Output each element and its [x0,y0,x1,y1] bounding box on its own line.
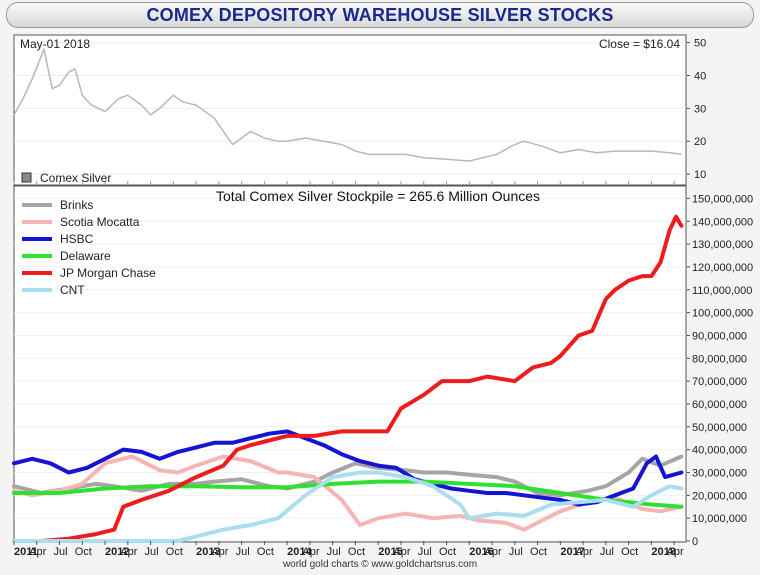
x-tick-label: 2015 [378,546,402,558]
x-tick-label: Jul [145,546,159,558]
stocks-y-tick-label: 110,000,000 [692,285,752,297]
stocks-series-line [12,454,684,498]
stocks-y-tick-label: 70,000,000 [692,376,747,388]
price-y-tick-label: 30 [694,103,706,115]
x-tick-label: Apr [667,546,684,558]
x-tick-label: Jul [236,546,250,558]
x-tick-label: Jul [327,546,341,558]
stocks-y-tick-label: 150,000,000 [692,193,753,205]
stocks-y-tick-label: 120,000,000 [692,262,753,274]
x-tick-label: 2011 [14,546,38,558]
legend-label: Delaware [60,249,111,263]
stocks-y-tick-label: 130,000,000 [692,239,753,251]
stocks-y-tick-label: 40,000,000 [692,445,747,457]
stocks-y-tick-label: 140,000,000 [692,216,753,228]
x-tick-label: Jul [509,546,523,558]
x-tick-label: 2018 [651,546,675,558]
x-tick-label: Apr [120,546,137,558]
stocks-series-line [12,214,684,543]
price-close-label: Close = $16.04 [599,37,680,51]
x-tick-label: 2014 [287,546,312,558]
x-tick-label: 2016 [469,546,493,558]
x-tick-label: Oct [348,546,365,558]
x-tick-label: Oct [530,546,547,558]
x-tick-label: Oct [621,546,638,558]
x-tick-label: Apr [211,546,228,558]
stocks-y-tick-label: 80,000,000 [692,353,747,365]
price-y-tick-label: 50 [694,38,706,50]
price-legend-label: Comex Silver [40,171,111,185]
x-tick-label: Oct [75,546,92,558]
stockpile-annotation: Total Comex Silver Stockpile = 265.6 Mil… [216,188,540,204]
x-tick-label: Apr [29,546,46,558]
stocks-y-tick-label: 90,000,000 [692,330,747,342]
stocks-y-tick-label: 100,000,000 [692,308,753,320]
stocks-series-line [12,479,684,509]
price-y-tick-label: 40 [694,70,706,82]
stocks-series-line [12,470,684,543]
x-tick-label: 2017 [560,546,584,558]
x-tick-label: Apr [484,546,501,558]
stocks-series-line [12,454,684,532]
footer-credit: world gold charts © www.goldchartsrus.co… [282,559,478,570]
price-date-label: May-01 2018 [20,37,90,51]
x-tick-label: Oct [257,546,274,558]
stocks-y-tick-label: 50,000,000 [692,422,747,434]
chart-title-bar: COMEX DEPOSITORY WAREHOUSE SILVER STOCKS [6,2,754,28]
stocks-y-tick-label: 30,000,000 [692,467,747,479]
legend-label: HSBC [60,232,94,246]
legend-label: CNT [60,283,85,297]
x-tick-label: Oct [166,546,183,558]
x-tick-label: Jul [600,546,614,558]
x-tick-label: 2013 [196,546,220,558]
stocks-y-tick-label: 0 [692,536,698,548]
price-series-line [13,48,682,162]
stocks-y-tick-label: 60,000,000 [692,399,747,411]
x-tick-label: Apr [393,546,410,558]
price-y-tick-label: 10 [694,169,706,181]
x-tick-label: Jul [418,546,432,558]
price-y-tick-label: 20 [694,136,706,148]
x-tick-label: Oct [439,546,456,558]
legend-label: Brinks [60,198,93,212]
stocks-y-tick-label: 10,000,000 [692,513,747,525]
x-tick-label: Jul [53,546,67,558]
legend-label: Scotia Mocatta [60,215,140,229]
legend-label: JP Morgan Chase [60,266,156,280]
x-tick-label: Apr [576,546,593,558]
stocks-y-tick-label: 20,000,000 [692,490,747,502]
chart-title: COMEX DEPOSITORY WAREHOUSE SILVER STOCKS [146,5,614,25]
x-tick-label: Apr [302,546,319,558]
price-panel [13,34,687,186]
x-tick-label: 2012 [105,546,129,558]
price-legend-swatch [21,172,32,183]
